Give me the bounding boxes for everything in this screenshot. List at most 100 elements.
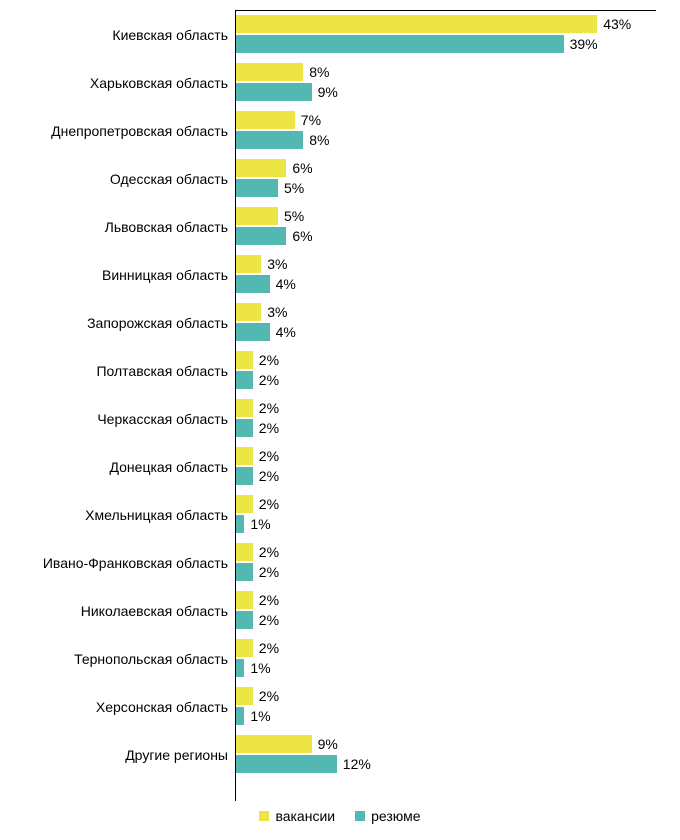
bar-resumes: 39% — [236, 35, 564, 53]
category-label: Черкасская область — [97, 411, 236, 427]
bar-value: 2% — [253, 352, 279, 368]
category-label: Хмельницкая область — [85, 507, 236, 523]
bar-vacancies: 6% — [236, 159, 286, 177]
bar-resumes: 5% — [236, 179, 278, 197]
chart-row: Винницкая область3%4% — [236, 254, 656, 296]
bar-value: 2% — [253, 544, 279, 560]
bar-vacancies: 3% — [236, 303, 261, 321]
bar-resumes: 2% — [236, 419, 253, 437]
bar-resumes: 4% — [236, 275, 270, 293]
bar-value: 2% — [253, 592, 279, 608]
bar-vacancies: 2% — [236, 495, 253, 513]
bar-value: 9% — [312, 736, 338, 752]
bar-vacancies: 9% — [236, 735, 312, 753]
bar-vacancies: 2% — [236, 639, 253, 657]
bar-value: 5% — [278, 180, 304, 196]
bar-value: 2% — [253, 468, 279, 484]
bar-value: 2% — [253, 640, 279, 656]
category-label: Днепропетровская область — [51, 123, 236, 139]
bar-vacancies: 2% — [236, 399, 253, 417]
legend-item-vacancies: вакансии — [259, 808, 335, 824]
bar-resumes: 2% — [236, 467, 253, 485]
bar-value: 3% — [261, 256, 287, 272]
bar-value: 2% — [253, 688, 279, 704]
category-label: Львовская область — [105, 219, 236, 235]
bar-vacancies: 43% — [236, 15, 597, 33]
chart-row: Харьковская область8%9% — [236, 62, 656, 104]
chart-row: Тернопольская область2%1% — [236, 638, 656, 680]
category-label: Херсонская область — [96, 699, 236, 715]
category-label: Полтавская область — [96, 363, 236, 379]
chart-row: Другие регионы9%12% — [236, 734, 656, 776]
bar-value: 8% — [303, 64, 329, 80]
bar-resumes: 1% — [236, 659, 244, 677]
category-label: Винницкая область — [102, 267, 236, 283]
bar-value: 1% — [244, 708, 270, 724]
bar-vacancies: 5% — [236, 207, 278, 225]
category-label: Одесская область — [110, 171, 236, 187]
chart-row: Херсонская область2%1% — [236, 686, 656, 728]
bar-vacancies: 8% — [236, 63, 303, 81]
chart-row: Львовская область5%6% — [236, 206, 656, 248]
bar-resumes: 8% — [236, 131, 303, 149]
bar-value: 8% — [303, 132, 329, 148]
bar-resumes: 1% — [236, 515, 244, 533]
category-label: Николаевская область — [81, 603, 236, 619]
bar-value: 4% — [270, 276, 296, 292]
bar-value: 4% — [270, 324, 296, 340]
bar-value: 9% — [312, 84, 338, 100]
bar-vacancies: 2% — [236, 351, 253, 369]
region-distribution-chart: Киевская область43%39%Харьковская област… — [0, 0, 680, 840]
bar-resumes: 6% — [236, 227, 286, 245]
category-label: Донецкая область — [110, 459, 237, 475]
bar-value: 12% — [337, 756, 371, 772]
bar-vacancies: 3% — [236, 255, 261, 273]
plot-area: Киевская область43%39%Харьковская област… — [235, 10, 656, 801]
bar-value: 2% — [253, 612, 279, 628]
bar-value: 5% — [278, 208, 304, 224]
bar-resumes: 4% — [236, 323, 270, 341]
chart-row: Запорожская область3%4% — [236, 302, 656, 344]
bar-value: 2% — [253, 448, 279, 464]
bar-value: 2% — [253, 496, 279, 512]
bar-vacancies: 2% — [236, 687, 253, 705]
bar-value: 6% — [286, 160, 312, 176]
bar-vacancies: 2% — [236, 543, 253, 561]
bar-value: 2% — [253, 564, 279, 580]
bar-resumes: 9% — [236, 83, 312, 101]
bar-value: 7% — [295, 112, 321, 128]
legend-item-resumes: резюме — [355, 808, 420, 824]
bar-vacancies: 7% — [236, 111, 295, 129]
bar-vacancies: 2% — [236, 447, 253, 465]
chart-row: Одесская область6%5% — [236, 158, 656, 200]
category-label: Тернопольская область — [74, 651, 236, 667]
bar-value: 43% — [597, 16, 631, 32]
category-label: Киевская область — [112, 27, 236, 43]
category-label: Ивано-Франковская область — [43, 555, 236, 571]
bar-resumes: 12% — [236, 755, 337, 773]
chart-row: Донецкая область2%2% — [236, 446, 656, 488]
category-label: Харьковская область — [90, 75, 236, 91]
legend-swatch — [259, 811, 269, 821]
chart-row: Ивано-Франковская область2%2% — [236, 542, 656, 584]
chart-row: Полтавская область2%2% — [236, 350, 656, 392]
chart-row: Хмельницкая область2%1% — [236, 494, 656, 536]
bar-value: 3% — [261, 304, 287, 320]
category-label: Запорожская область — [87, 315, 236, 331]
bar-value: 1% — [244, 660, 270, 676]
bar-value: 1% — [244, 516, 270, 532]
chart-row: Черкасская область2%2% — [236, 398, 656, 440]
legend-swatch — [355, 811, 365, 821]
bar-value: 2% — [253, 400, 279, 416]
bar-value: 39% — [564, 36, 598, 52]
chart-row: Николаевская область2%2% — [236, 590, 656, 632]
chart-row: Днепропетровская область7%8% — [236, 110, 656, 152]
bar-resumes: 1% — [236, 707, 244, 725]
bar-vacancies: 2% — [236, 591, 253, 609]
category-label: Другие регионы — [125, 747, 236, 763]
bar-value: 2% — [253, 372, 279, 388]
bar-resumes: 2% — [236, 371, 253, 389]
legend-label: вакансии — [275, 808, 335, 824]
chart-row: Киевская область43%39% — [236, 14, 656, 56]
bar-value: 6% — [286, 228, 312, 244]
